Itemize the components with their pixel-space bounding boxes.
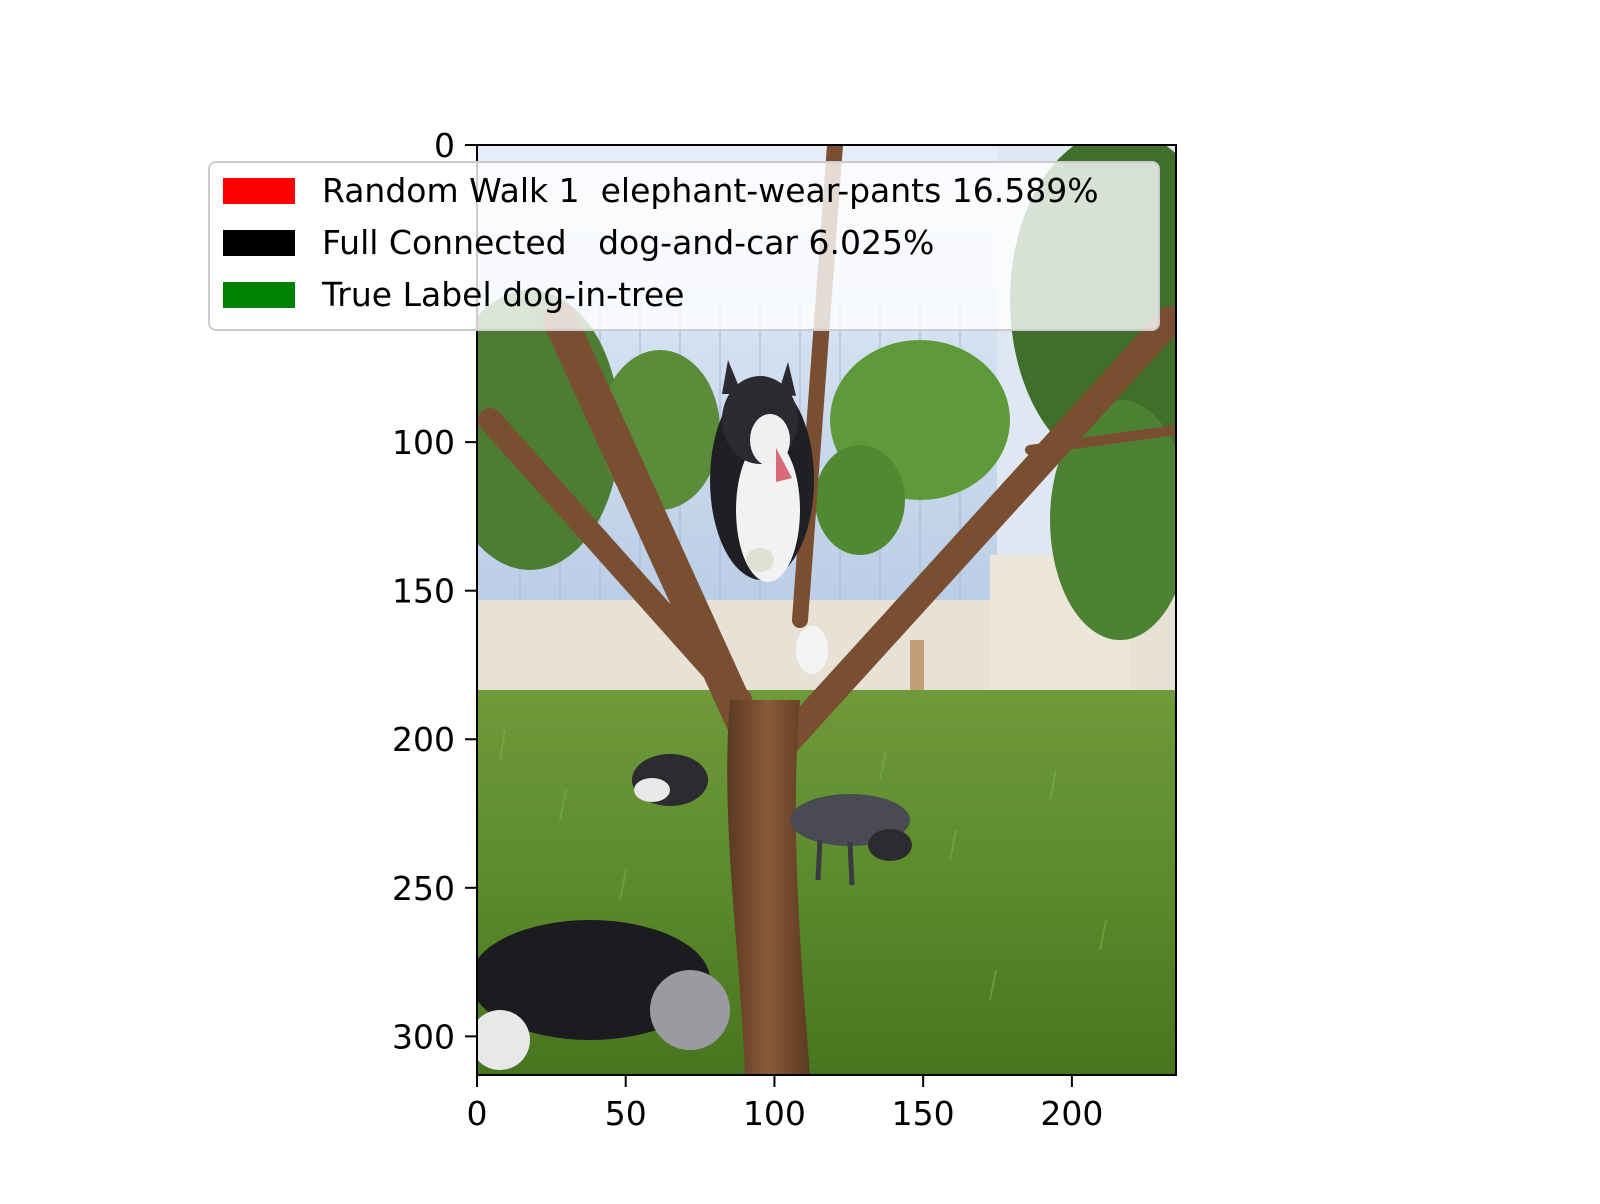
axes-frame	[476, 144, 1177, 1076]
legend-swatch-black	[223, 230, 295, 256]
legend-entry-full-connected: Full Connected dog-and-car 6.025%	[223, 223, 934, 262]
y-tick-label: 0	[434, 126, 455, 165]
legend-entry-random-walk: Random Walk 1 elephant-wear-pants 16.589…	[223, 171, 1099, 210]
y-axis: 0 100 150 200 250 300	[392, 126, 477, 1056]
legend-swatch-green	[223, 282, 295, 308]
legend-label-random-walk: Random Walk 1 elephant-wear-pants 16.589…	[322, 171, 1099, 210]
legend-box	[208, 161, 1160, 331]
legend-swatch-red	[223, 178, 295, 204]
x-tick-label: 0	[467, 1094, 488, 1133]
y-tick-label: 100	[392, 423, 455, 462]
x-tick-label: 50	[605, 1094, 647, 1133]
legend-label-true-label: True Label dog-in-tree	[321, 275, 684, 314]
legend: Random Walk 1 elephant-wear-pants 16.589…	[208, 161, 1160, 331]
x-axis: 0 50 100 150 200	[467, 1075, 1103, 1133]
legend-label-full-connected: Full Connected dog-and-car 6.025%	[322, 223, 934, 262]
legend-entry-true-label: True Label dog-in-tree	[223, 275, 684, 314]
x-tick-label: 150	[892, 1094, 955, 1133]
x-tick-label: 200	[1040, 1094, 1103, 1133]
y-tick-label: 250	[392, 869, 455, 908]
y-tick-label: 200	[392, 720, 455, 759]
x-tick-label: 100	[743, 1094, 806, 1133]
y-tick-label: 150	[392, 572, 455, 611]
y-tick-label: 300	[392, 1017, 455, 1056]
